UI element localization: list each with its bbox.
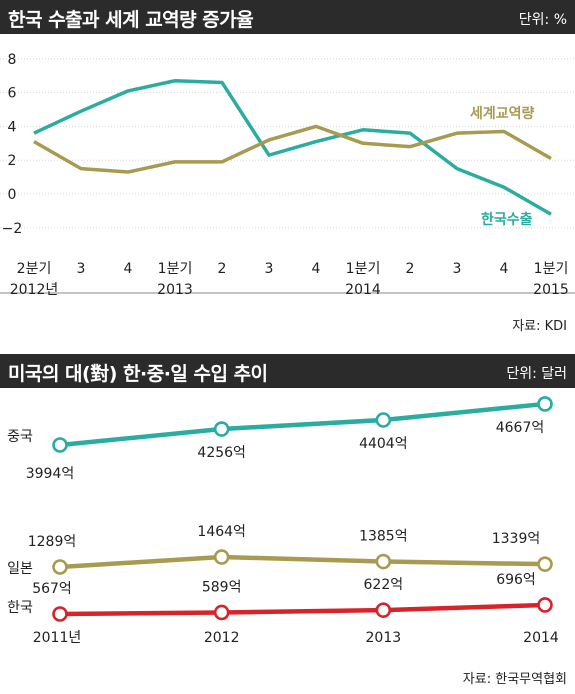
data-label: 4404억	[359, 436, 408, 452]
data-point	[375, 412, 392, 428]
data-point	[213, 549, 230, 565]
x-tick-label: 4	[312, 261, 321, 277]
data-label: 622억	[364, 577, 404, 593]
data-label: 696억	[496, 572, 536, 588]
x-tick-label: 3	[453, 261, 462, 277]
chart2-header: 미국의 대(對) 한·중·일 수입 추이 단위: 달러	[0, 354, 575, 388]
data-point	[375, 602, 392, 618]
data-label: 1289억	[28, 534, 77, 550]
data-label: 4256억	[197, 445, 246, 461]
x-tick-label: 1분기	[346, 261, 381, 277]
data-point	[213, 421, 230, 437]
series-line-0	[59, 401, 546, 448]
chart1-header: 한국 수출과 세계 교역량 증가율 단위: %	[0, 0, 575, 34]
y-tick-label: 2	[8, 153, 17, 169]
series-label-world-trade: 세계교역량	[470, 105, 535, 122]
x-tick-label: 2분기	[17, 261, 52, 277]
x-tick-label: 2015	[533, 282, 569, 298]
chart2-source: 자료: 한국무역협회	[462, 672, 567, 687]
data-point	[52, 606, 68, 622]
data-point	[52, 559, 68, 575]
series-label-korea-export: 한국수출	[481, 211, 533, 228]
series-name-label: 중국	[7, 429, 33, 445]
x-tick-label: 4	[500, 261, 509, 277]
x-tick-label: 2014	[345, 282, 381, 298]
x-tick-label: 2013	[157, 282, 193, 298]
data-point	[537, 556, 553, 572]
x-tick-label: 4	[124, 261, 133, 277]
series-line-1	[33, 124, 552, 174]
chart1-unit: 단위: %	[518, 12, 567, 28]
data-point	[52, 437, 68, 453]
x-tick-label: 3	[77, 261, 86, 277]
data-point	[375, 553, 392, 570]
data-label: 1385억	[359, 529, 408, 545]
data-label: 589억	[202, 579, 242, 595]
data-label: 1339억	[492, 531, 541, 547]
chart2-title: 미국의 대(對) 한·중·일 수입 추이	[8, 363, 268, 385]
y-tick-label: 0	[8, 187, 17, 203]
x-tick-label: 2014	[523, 630, 559, 646]
data-point	[537, 597, 553, 613]
data-label: 4667억	[496, 420, 545, 436]
chart1-source: 자료: KDI	[512, 319, 567, 334]
data-point	[537, 396, 553, 412]
series-line-0	[33, 79, 552, 216]
series-line-2	[59, 602, 546, 617]
y-tick-label: 4	[8, 119, 17, 135]
x-tick-label: 3	[265, 261, 274, 277]
chart2-unit: 단위: 달러	[506, 366, 567, 382]
x-tick-label: 1분기	[158, 261, 193, 277]
y-tick-label: −2	[2, 221, 23, 237]
x-tick-label: 2013	[366, 630, 402, 646]
x-tick-label: 2011년	[33, 630, 82, 646]
series-name-label: 한국	[7, 600, 33, 616]
series-line-1	[59, 554, 546, 570]
x-tick-label: 1분기	[534, 261, 569, 277]
chart1-title: 한국 수출과 세계 교역량 증가율	[8, 9, 254, 31]
data-label: 1464억	[197, 524, 246, 540]
y-tick-label: 8	[8, 52, 17, 68]
x-tick-label: 2	[406, 261, 415, 277]
y-tick-label: 6	[8, 86, 17, 102]
data-point	[213, 604, 230, 621]
data-label: 567억	[32, 581, 72, 597]
x-tick-label: 2	[218, 261, 227, 277]
data-label: 3994억	[26, 466, 75, 482]
series-name-label: 일본	[7, 561, 33, 577]
x-tick-label: 2012	[204, 630, 240, 646]
x-tick-label: 2012년	[10, 282, 59, 298]
